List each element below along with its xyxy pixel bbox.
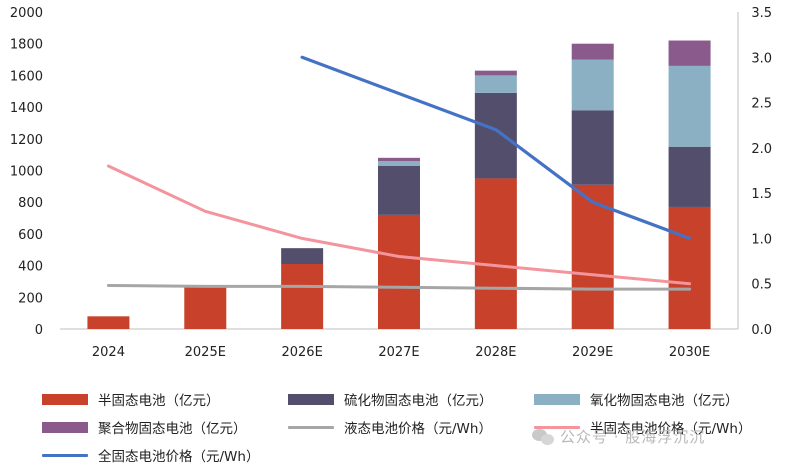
price-line-3 xyxy=(300,55,692,240)
bar-segment-1 xyxy=(378,214,420,329)
bar-segment-1 xyxy=(184,286,227,329)
bar-segment-1 xyxy=(87,316,130,329)
y-tick-label: 600 xyxy=(18,228,43,243)
bar-segment-3 xyxy=(571,59,614,111)
x-tick-label: 2025E xyxy=(185,345,226,360)
y-tick-label: 2000 xyxy=(10,6,43,21)
y-tick-label: 1000 xyxy=(10,165,43,180)
x-tick-label: 2024 xyxy=(92,345,125,360)
bar-segment-1 xyxy=(474,178,517,329)
y2-tick-label: 3.5 xyxy=(751,6,772,21)
bar-segment-2 xyxy=(571,110,614,185)
bar-segment-4 xyxy=(474,70,517,76)
y-tick-label: 1800 xyxy=(10,38,43,53)
wechat-icon xyxy=(532,427,554,447)
y-tick-label: 800 xyxy=(18,196,43,211)
bar-segment-1 xyxy=(668,206,711,329)
y-tick-label: 200 xyxy=(18,291,43,306)
y-tick-label: 400 xyxy=(18,260,43,275)
y2-tick-label: 2.0 xyxy=(751,142,772,157)
bar-segment-3 xyxy=(378,160,420,166)
bar-segment-4 xyxy=(571,43,614,60)
y-tick-label: 0 xyxy=(35,323,43,338)
y2-tick-label: 1.5 xyxy=(751,187,772,202)
y-tick-label: 1400 xyxy=(10,101,43,116)
y-tick-label: 1600 xyxy=(10,69,43,84)
y2-tick-label: 0.0 xyxy=(751,323,772,338)
bar-segment-1 xyxy=(281,264,324,329)
price-line-2 xyxy=(106,164,692,286)
y2-tick-label: 2.5 xyxy=(751,97,772,112)
price-line-1 xyxy=(106,284,692,291)
bar-segment-3 xyxy=(668,65,711,147)
y-tick-label: 1200 xyxy=(10,133,43,148)
bar-segment-4 xyxy=(378,157,420,161)
y2-tick-label: 0.5 xyxy=(751,278,772,293)
x-tick-label: 2028E xyxy=(475,345,516,360)
x-tick-label: 2026E xyxy=(281,345,322,360)
bar-segment-2 xyxy=(281,248,324,265)
bar-segment-3 xyxy=(474,75,517,93)
watermark-text: 公众号 · 股海浮沉沉 xyxy=(560,428,706,446)
bar-segment-2 xyxy=(474,92,517,179)
x-tick-label: 2027E xyxy=(378,345,419,360)
bar-segment-2 xyxy=(668,146,711,207)
y2-tick-label: 1.0 xyxy=(751,232,772,247)
bar-segment-4 xyxy=(668,40,711,66)
bar-segment-2 xyxy=(378,165,420,215)
x-tick-label: 2029E xyxy=(572,345,613,360)
y2-tick-label: 3.0 xyxy=(751,51,772,66)
watermark: 公众号 · 股海浮沉沉 xyxy=(532,426,705,447)
x-tick-label: 2030E xyxy=(669,345,710,360)
